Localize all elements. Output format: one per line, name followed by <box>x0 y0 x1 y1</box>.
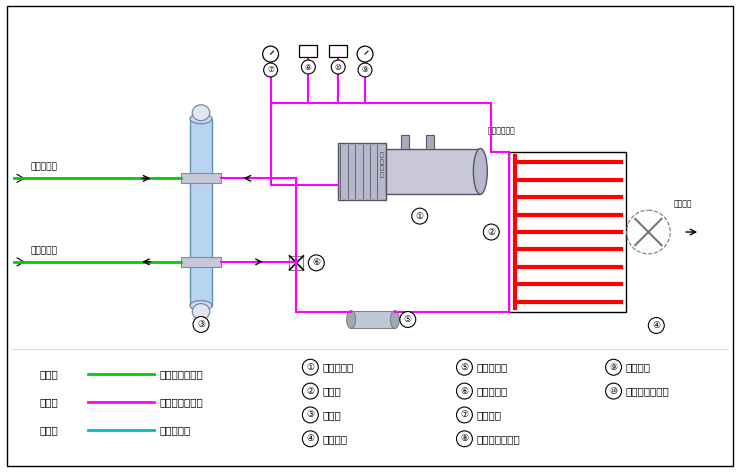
Text: ③: ③ <box>197 320 205 329</box>
Text: 低压力表: 低压力表 <box>477 410 502 420</box>
Text: 载冷剂流入: 载冷剂流入 <box>30 246 57 255</box>
Text: 风冷减谐: 风冷减谐 <box>674 199 693 208</box>
Circle shape <box>400 312 416 328</box>
Circle shape <box>263 46 278 62</box>
Text: 蒸发器: 蒸发器 <box>323 410 341 420</box>
Text: 干燥过滤器: 干燥过滤器 <box>477 362 508 372</box>
Text: ⑨: ⑨ <box>362 66 369 75</box>
Bar <box>329 45 347 57</box>
Circle shape <box>332 60 345 74</box>
Text: ⑧: ⑧ <box>460 434 468 443</box>
Circle shape <box>358 63 372 77</box>
Bar <box>289 256 303 270</box>
Ellipse shape <box>192 303 209 320</box>
Circle shape <box>457 431 472 447</box>
Circle shape <box>303 407 318 423</box>
Text: ②: ② <box>306 387 314 396</box>
Text: ④: ④ <box>652 321 660 330</box>
Ellipse shape <box>474 149 488 194</box>
Circle shape <box>605 359 622 375</box>
Circle shape <box>301 60 315 74</box>
Bar <box>425 135 434 149</box>
Text: 低压压力控制器: 低压压力控制器 <box>477 434 520 444</box>
Text: 红色线: 红色线 <box>40 397 58 407</box>
Text: 冷凝器: 冷凝器 <box>323 386 341 396</box>
Bar <box>509 152 627 312</box>
Circle shape <box>193 317 209 332</box>
Text: 水循环回路: 水循环回路 <box>159 425 190 435</box>
Bar <box>351 311 395 329</box>
Text: ④: ④ <box>306 434 314 443</box>
Text: 载冷剂循环回路: 载冷剂循环回路 <box>159 369 203 379</box>
Text: 螺杆压缩机: 螺杆压缩机 <box>323 362 354 372</box>
Text: ⑤: ⑤ <box>404 315 412 324</box>
Text: ⑥: ⑥ <box>460 387 468 396</box>
Text: 高压力表: 高压力表 <box>625 362 650 372</box>
Circle shape <box>605 383 622 399</box>
Text: ⑩: ⑩ <box>610 387 618 396</box>
Text: ⑩: ⑩ <box>334 62 342 71</box>
Bar <box>338 143 386 200</box>
Text: ①: ① <box>306 362 314 372</box>
Circle shape <box>309 255 324 271</box>
Circle shape <box>263 63 278 77</box>
Circle shape <box>457 407 472 423</box>
Text: 载冷剂出口: 载冷剂出口 <box>30 162 57 171</box>
Text: 高压压力控制器: 高压压力控制器 <box>625 386 669 396</box>
Ellipse shape <box>346 311 356 329</box>
Ellipse shape <box>190 114 212 124</box>
Ellipse shape <box>391 311 400 329</box>
Bar <box>401 135 408 149</box>
Bar <box>190 118 212 305</box>
Text: ①: ① <box>416 211 424 220</box>
Text: 供液膨胀阀: 供液膨胀阀 <box>477 386 508 396</box>
Circle shape <box>303 383 318 399</box>
Circle shape <box>648 318 665 333</box>
Circle shape <box>303 359 318 375</box>
Bar <box>181 257 221 267</box>
Circle shape <box>303 431 318 447</box>
Text: 制冷剂循环回路: 制冷剂循环回路 <box>159 397 203 407</box>
Text: 绿色线: 绿色线 <box>40 369 58 379</box>
Circle shape <box>457 383 472 399</box>
Text: ⑧: ⑧ <box>305 62 312 71</box>
Text: ②: ② <box>487 228 495 236</box>
Bar <box>181 173 221 183</box>
Ellipse shape <box>192 105 209 121</box>
Text: ⑤: ⑤ <box>460 362 468 372</box>
Text: ⑦: ⑦ <box>460 411 468 420</box>
Text: 蓝色线: 蓝色线 <box>40 425 58 435</box>
Circle shape <box>357 46 373 62</box>
Circle shape <box>411 208 428 224</box>
Text: 冷却风扇: 冷却风扇 <box>323 434 347 444</box>
Text: ③: ③ <box>306 411 314 420</box>
Bar <box>300 45 317 57</box>
Circle shape <box>457 359 472 375</box>
Text: ⑦: ⑦ <box>267 66 274 75</box>
Circle shape <box>483 224 500 240</box>
Ellipse shape <box>190 301 212 311</box>
Text: 高
压
排
气: 高 压 排 气 <box>380 152 384 177</box>
Text: 高压排气通道: 高压排气通道 <box>488 126 515 135</box>
Text: ⑥: ⑥ <box>312 258 320 267</box>
Bar <box>386 149 480 194</box>
Text: ⑨: ⑨ <box>610 362 618 372</box>
